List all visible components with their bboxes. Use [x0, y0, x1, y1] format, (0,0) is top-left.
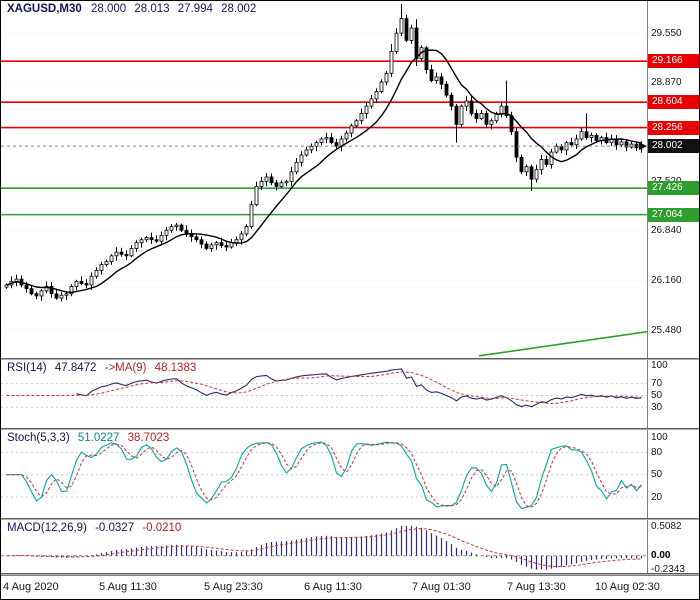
stoch-axis-label: 50	[651, 469, 663, 481]
stoch-header: Stoch(5,3,3) 51.0227 38.7023	[7, 432, 174, 444]
time-axis[interactable]: 4 Aug 2020 5 Aug 11:30 5 Aug 23:30 6 Aug 11…	[1, 574, 699, 599]
price-axis-label: 28.870	[651, 77, 682, 89]
symbol-timeframe-label: XAGUSD,M30	[7, 3, 82, 15]
price-axis-label: 26.840	[651, 225, 682, 237]
rsi-label: RSI(14)	[7, 361, 47, 374]
time-axis-label: 5 Aug 11:30	[99, 580, 157, 593]
price-axis-label: 29.550	[651, 27, 682, 39]
rsi-value: 47.8472	[54, 361, 97, 374]
stoch-d-value: 38.7023	[127, 431, 170, 444]
rsi-canvas[interactable]	[1, 360, 647, 428]
main-chart-plot[interactable]: XAGUSD,M30 28.000 28.013 27.994 28.002	[1, 1, 647, 358]
macd-axis-label: -0.2343	[651, 563, 685, 575]
time-axis-label: 7 Aug 13:30	[507, 580, 566, 593]
rsi-axis-label: 50	[651, 389, 663, 401]
resistance-badge: 29.166	[648, 54, 699, 69]
time-axis-label: 10 Aug 02:30	[595, 580, 660, 593]
current-price-badge: 28.002	[648, 139, 699, 154]
main-chart-row: XAGUSD,M30 28.000 28.013 27.994 28.002 2…	[1, 1, 699, 358]
rsi-plot[interactable]: RSI(14) 47.8472 ->MA(9) 48.1383	[1, 360, 647, 428]
support-badge: 27.064	[648, 207, 699, 222]
stoch-axis[interactable]: 100 80 50 20	[647, 429, 699, 518]
macd-value: -0.0327	[95, 521, 135, 534]
price-axis[interactable]: 29.55028.87027.52026.84026.16025.48029.1…	[647, 1, 699, 358]
chart-ohlc-header: XAGUSD,M30 28.000 28.013 27.994 28.002	[7, 3, 261, 15]
stoch-axis-label: 80	[651, 446, 663, 458]
macd-canvas[interactable]	[1, 520, 647, 573]
time-axis-label: 7 Aug 01:30	[412, 580, 471, 593]
macd-panel-row: MACD(12,26,9) -0.0327 -0.0210 0.5082 0.00…	[1, 519, 699, 575]
stoch-canvas[interactable]	[1, 430, 647, 518]
rsi-panel-row: RSI(14) 47.8472 ->MA(9) 48.1383 100 70 50 3…	[1, 359, 699, 428]
stoch-k-value: 51.0227	[77, 431, 120, 444]
stoch-panel-row: Stoch(5,3,3) 51.0227 38.7023 100 80 50 20	[1, 429, 699, 518]
stoch-plot[interactable]: Stoch(5,3,3) 51.0227 38.7023	[1, 430, 647, 518]
rsi-header: RSI(14) 47.8472 ->MA(9) 48.1383	[7, 362, 201, 374]
macd-header: MACD(12,26,9) -0.0327 -0.0210	[7, 522, 186, 534]
panel-divider[interactable]	[1, 572, 699, 575]
panel-divider[interactable]	[1, 517, 699, 520]
rsi-axis-label: 100	[651, 360, 668, 372]
close-value: 28.002	[221, 3, 257, 15]
rsi-axis-label: 30	[651, 401, 663, 413]
open-value: 28.000	[90, 3, 127, 15]
support-badge: 27.426	[648, 181, 699, 196]
macd-label: MACD(12,26,9)	[7, 521, 87, 534]
high-value: 28.013	[134, 3, 170, 15]
stoch-axis-label: 100	[651, 431, 668, 443]
low-value: 27.994	[177, 3, 213, 15]
price-axis-label: 25.480	[651, 324, 682, 336]
macd-signal-value: -0.0210	[142, 521, 182, 534]
rsi-ma-value: 48.1383	[154, 361, 197, 374]
panel-divider[interactable]	[1, 427, 699, 430]
macd-axis[interactable]: 0.5082 0.00 -0.2343	[647, 519, 699, 575]
time-axis-label: 4 Aug 2020	[3, 580, 59, 593]
price-axis-label: 26.160	[651, 275, 682, 287]
resistance-badge: 28.604	[648, 95, 699, 110]
stoch-label: Stoch(5,3,3)	[7, 431, 70, 444]
candlestick-canvas[interactable]	[1, 1, 647, 358]
macd-zero-label: 0.00	[651, 550, 671, 562]
macd-axis-label: 0.5082	[651, 520, 682, 532]
resistance-badge: 28.256	[648, 120, 699, 135]
time-axis-label: 6 Aug 11:30	[304, 580, 362, 593]
panel-divider[interactable]	[1, 358, 699, 360]
macd-plot[interactable]: MACD(12,26,9) -0.0327 -0.0210	[1, 520, 647, 573]
rsi-axis-label: 70	[651, 378, 663, 390]
time-axis-label: 5 Aug 23:30	[204, 580, 263, 593]
rsi-axis[interactable]: 100 70 50 30	[647, 359, 699, 428]
stoch-axis-label: 20	[651, 491, 663, 503]
rsi-ma-label: ->MA(9)	[104, 361, 147, 374]
